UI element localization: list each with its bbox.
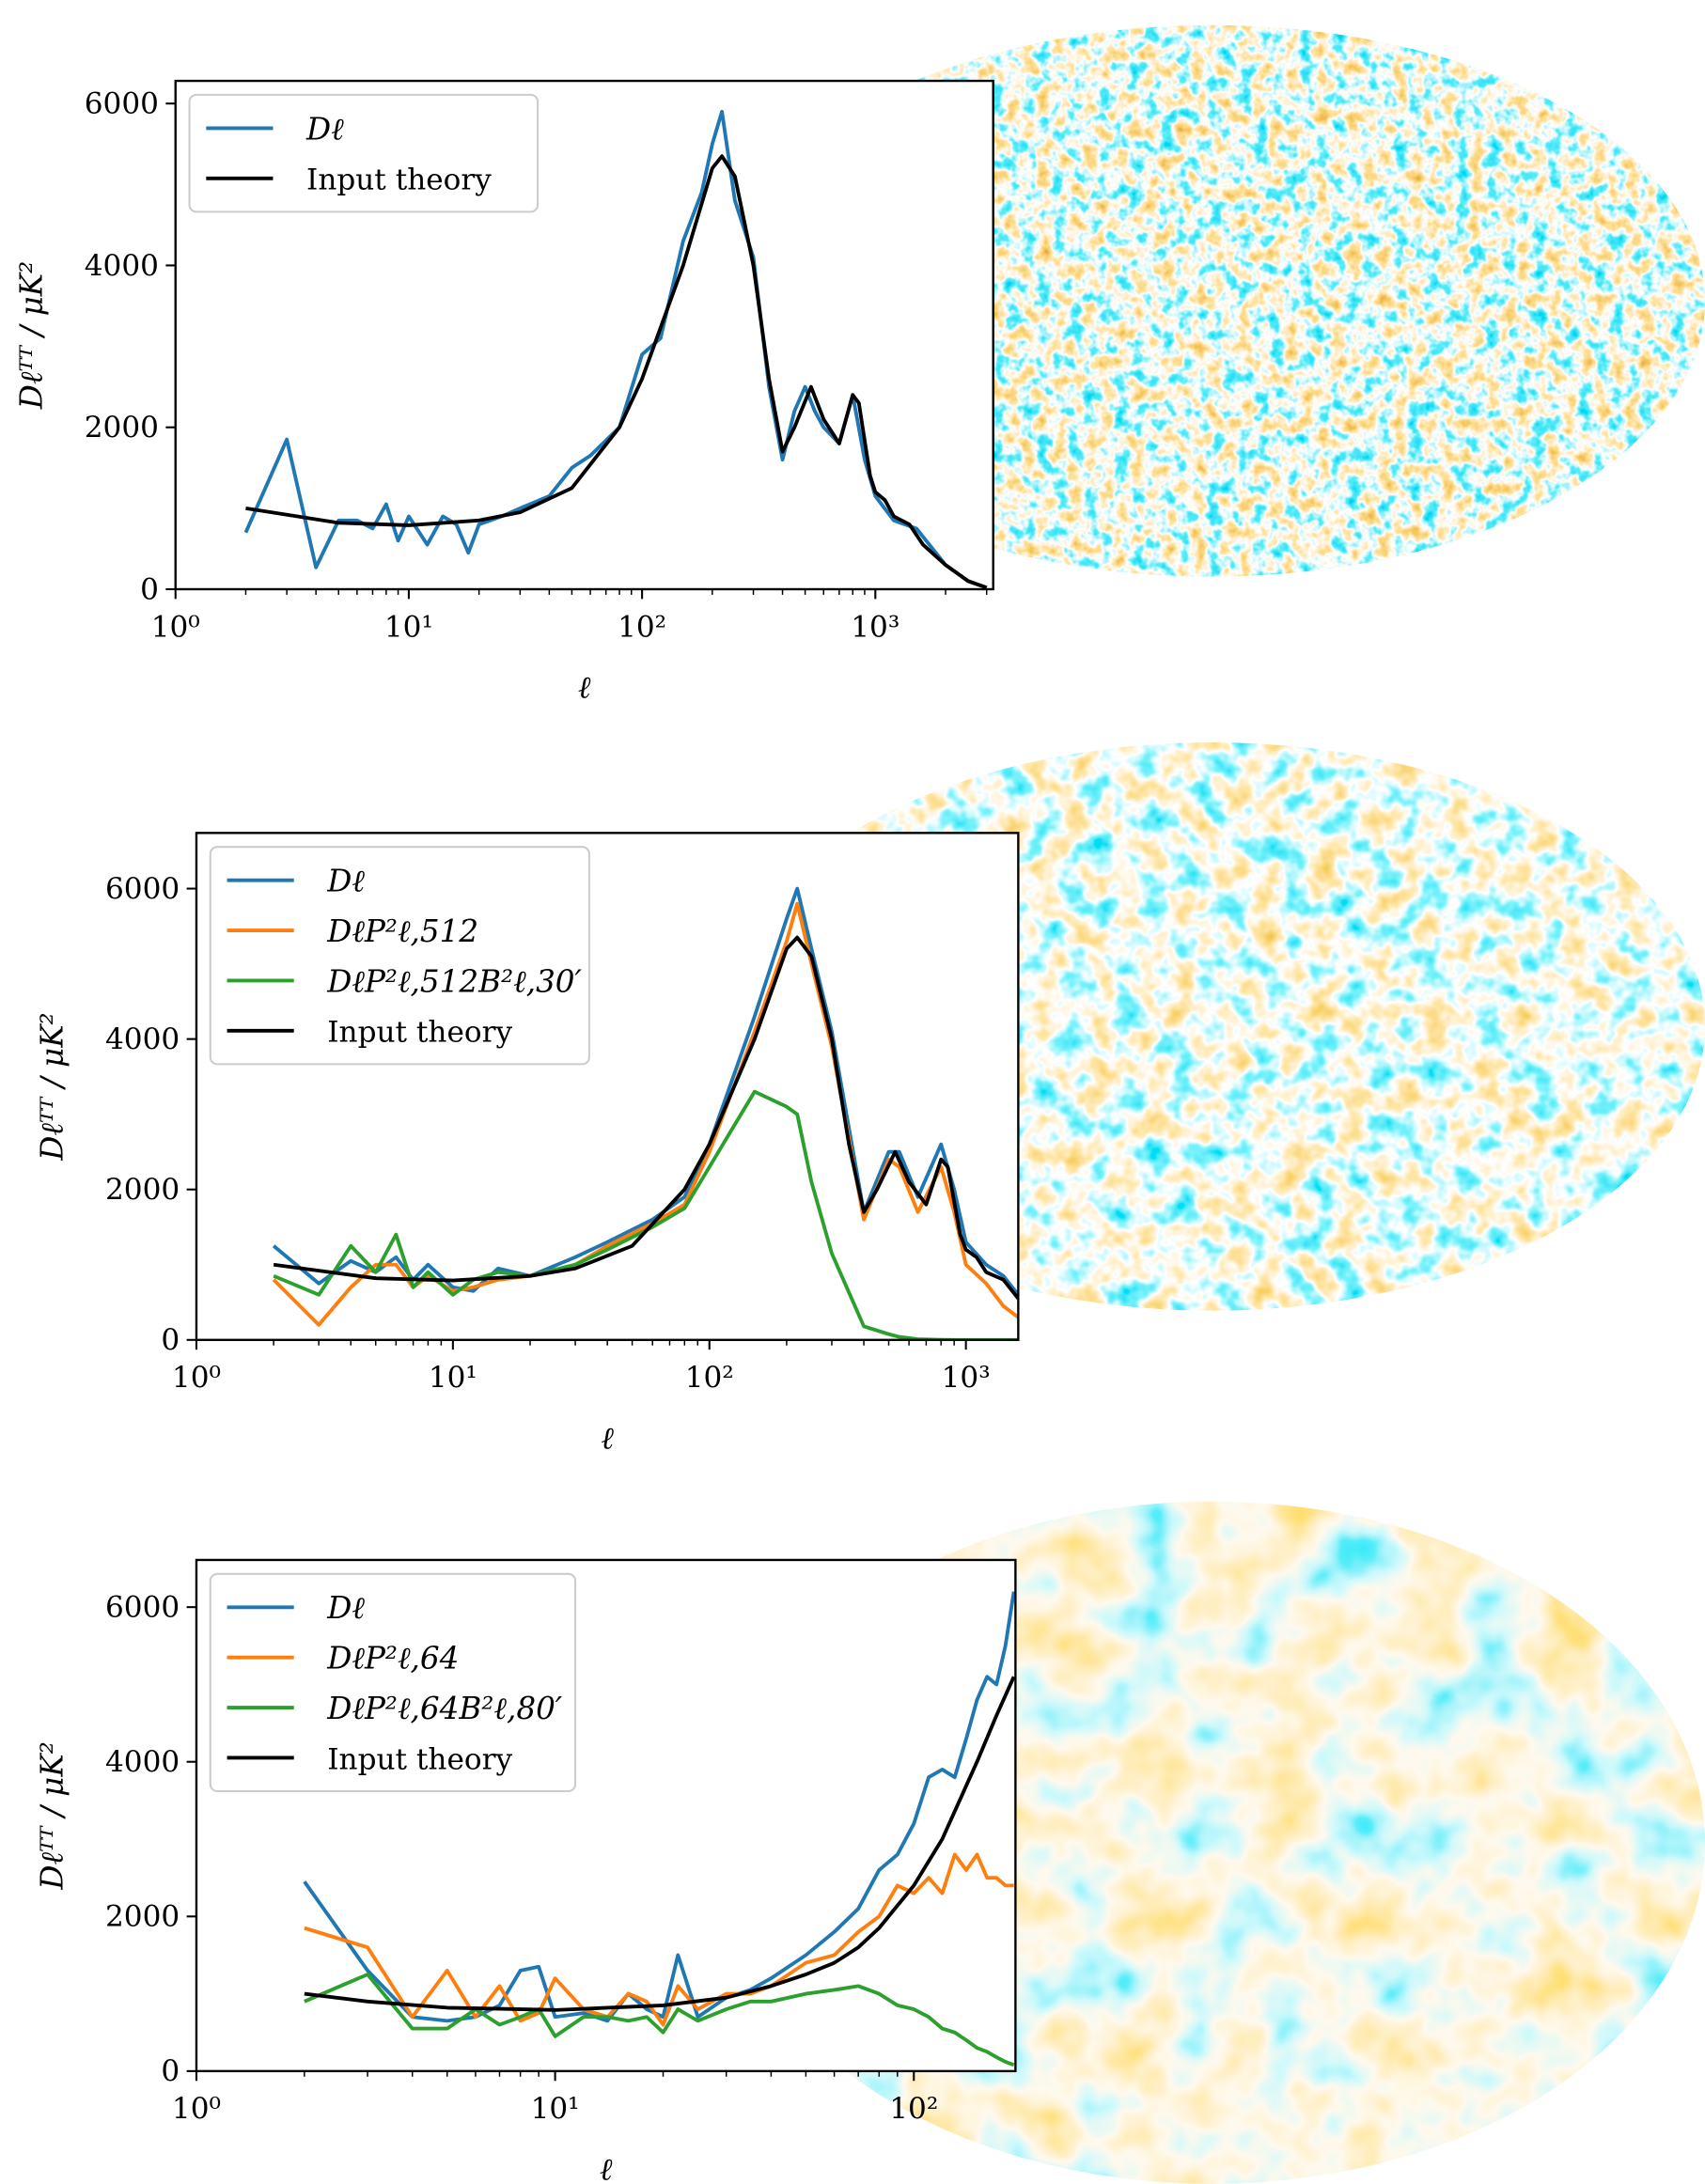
y-tick-label: 0: [140, 572, 159, 606]
legend-label: Dℓ: [326, 864, 365, 899]
y-tick-label: 2000: [85, 411, 159, 445]
y-tick-label: 0: [161, 1323, 180, 1357]
y-tick-label: 6000: [85, 87, 159, 121]
x-tick-label: 10³: [851, 610, 899, 644]
y-tick-label: 6000: [105, 872, 180, 906]
legend-box: [209, 846, 590, 1066]
x-tick-label: 10²: [889, 2092, 938, 2126]
x-tick-label: 10⁰: [172, 2092, 221, 2126]
legend-label: Dℓ: [326, 1590, 365, 1626]
x-tick-label: 10²: [685, 1361, 734, 1395]
series-line: [304, 1676, 1016, 2012]
y-tick-label: 4000: [85, 249, 159, 283]
series-line: [304, 1973, 1015, 2067]
x-tick-label: 10²: [618, 610, 666, 644]
y-tick-label: 0: [161, 2054, 180, 2088]
axes-frame: [195, 1558, 1017, 2073]
y-axis-label: Dℓᵀᵀ / μK²: [13, 261, 49, 410]
y-tick-label: 2000: [105, 1173, 180, 1207]
x-axis-label: ℓ: [578, 670, 591, 706]
legend-label: Input theory: [306, 164, 492, 197]
y-tick-label: 4000: [105, 1022, 180, 1056]
legend-label: Input theory: [327, 1016, 512, 1050]
x-tick-label: 10³: [942, 1361, 991, 1395]
y-axis-label: Dℓᵀᵀ / μK²: [35, 1741, 70, 1890]
series-line: [245, 154, 988, 589]
legend-label: DℓP²ℓ,64B²ℓ,80′: [326, 1691, 563, 1726]
legend-label: Dℓ: [305, 111, 344, 147]
legend-box: [188, 93, 540, 213]
y-tick-label: 6000: [105, 1591, 180, 1625]
axes-frame: [174, 79, 994, 591]
x-axis-label: ℓ: [601, 1420, 614, 1456]
x-axis-label: ℓ: [600, 2151, 613, 2184]
y-axis-label: Dℓᵀᵀ / μK²: [35, 1012, 70, 1161]
x-tick-label: 10¹: [531, 2092, 580, 2126]
x-tick-label: 10⁰: [151, 610, 200, 644]
chart: 10⁰ 10¹ 10² 0 2000 4000 6000 ℓ Dℓᵀᵀ / μK² Dℓ DℓP²ℓ…: [35, 1558, 1017, 2184]
y-tick-label: 2000: [105, 1900, 180, 1934]
chart: 10⁰ 10¹ 10² 10³ 0 2000 4000 6000 ℓ Dℓᵀᵀ / μK² Dℓ Dℓ…: [35, 832, 1020, 1456]
x-tick-label: 10¹: [384, 610, 433, 644]
chart: 10⁰ 10¹ 10² 10³ 0 2000 4000 6000 ℓ Dℓᵀᵀ / μK² Dℓ In…: [13, 79, 994, 706]
legend-label: DℓP²ℓ,64: [326, 1641, 459, 1677]
legend-label: DℓP²ℓ,512B²ℓ,30′: [326, 963, 582, 999]
x-tick-label: 10⁰: [172, 1361, 221, 1395]
y-tick-label: 4000: [105, 1745, 180, 1779]
legend-box: [209, 1572, 577, 1793]
x-tick-label: 10¹: [429, 1361, 477, 1395]
series-line: [273, 935, 1019, 1300]
legend-label: DℓP²ℓ,512: [326, 913, 478, 949]
legend-label: Input theory: [327, 1742, 512, 1776]
